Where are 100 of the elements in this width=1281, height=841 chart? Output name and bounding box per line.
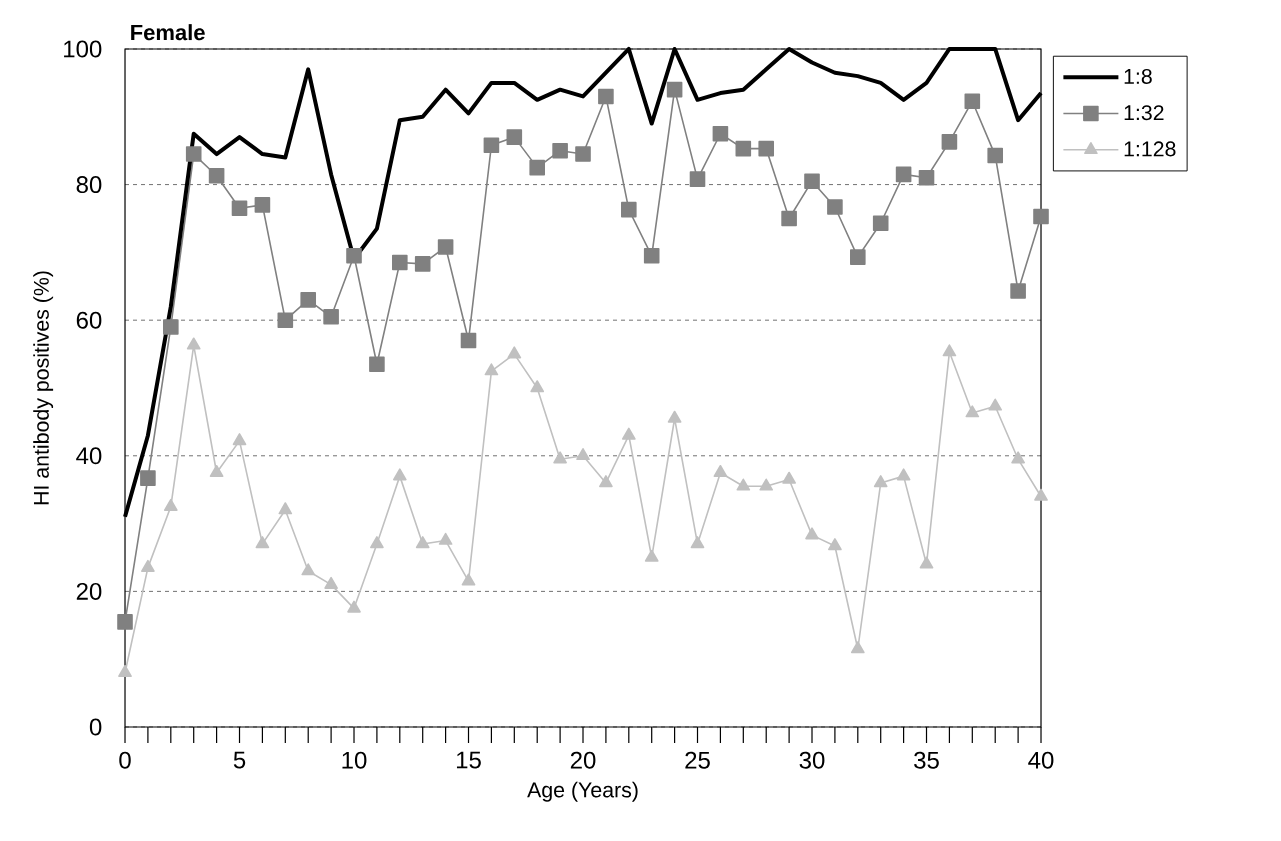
point bbox=[140, 470, 156, 486]
y-tick-label: 0 bbox=[89, 718, 102, 736]
point bbox=[163, 319, 179, 335]
y-tick-label: 20 bbox=[76, 582, 102, 600]
point bbox=[621, 201, 637, 218]
point bbox=[689, 171, 706, 187]
point bbox=[483, 137, 500, 154]
point bbox=[781, 210, 797, 227]
point bbox=[1010, 283, 1026, 299]
point bbox=[736, 478, 751, 491]
x-axis-title: Age (Years) bbox=[527, 781, 638, 802]
point bbox=[530, 380, 545, 393]
point bbox=[277, 312, 294, 328]
point bbox=[163, 498, 178, 511]
point bbox=[369, 356, 385, 373]
point bbox=[873, 475, 888, 488]
x-tick-label: 40 bbox=[1028, 751, 1054, 769]
point bbox=[805, 527, 819, 540]
point bbox=[758, 140, 775, 157]
x-tick-label: 15 bbox=[456, 751, 481, 769]
point bbox=[850, 641, 865, 654]
legend-label: 1:8 bbox=[1124, 68, 1152, 84]
point bbox=[872, 215, 889, 232]
point bbox=[987, 147, 1004, 164]
x-tick-label: 30 bbox=[799, 751, 825, 769]
point bbox=[666, 81, 683, 98]
point bbox=[643, 247, 660, 264]
point bbox=[918, 170, 935, 186]
point bbox=[324, 576, 338, 589]
point bbox=[644, 549, 659, 562]
x-tick-label: 25 bbox=[685, 751, 710, 769]
point bbox=[553, 451, 567, 464]
x-tick-label: 20 bbox=[570, 751, 596, 769]
point bbox=[1011, 451, 1025, 464]
point bbox=[827, 199, 843, 215]
point bbox=[552, 142, 568, 159]
point bbox=[323, 308, 339, 325]
point bbox=[278, 502, 293, 515]
point bbox=[804, 173, 820, 189]
y-tick-label: 40 bbox=[76, 447, 102, 465]
legend-label: 1:32 bbox=[1124, 105, 1164, 121]
point bbox=[895, 166, 912, 183]
point bbox=[575, 146, 591, 162]
point bbox=[712, 125, 729, 142]
x-tick-label: 10 bbox=[342, 751, 367, 769]
point bbox=[828, 538, 842, 551]
point bbox=[254, 197, 271, 213]
point bbox=[300, 292, 317, 308]
point bbox=[667, 410, 682, 423]
point bbox=[735, 140, 752, 157]
point bbox=[896, 468, 911, 481]
point bbox=[208, 167, 225, 184]
point bbox=[141, 559, 155, 572]
x-tick-label: 35 bbox=[914, 751, 939, 769]
point bbox=[941, 134, 958, 150]
point bbox=[437, 239, 454, 255]
point bbox=[347, 600, 361, 613]
point bbox=[185, 146, 202, 162]
point bbox=[186, 337, 201, 350]
point bbox=[506, 129, 523, 145]
point bbox=[438, 532, 453, 545]
point bbox=[231, 200, 248, 217]
point bbox=[507, 346, 522, 359]
point bbox=[301, 563, 316, 576]
point bbox=[255, 536, 270, 549]
point bbox=[621, 427, 636, 440]
y-tick-label: 60 bbox=[76, 311, 102, 329]
point bbox=[988, 398, 1003, 411]
point bbox=[598, 88, 614, 105]
point bbox=[690, 536, 705, 549]
point bbox=[209, 464, 224, 478]
point bbox=[346, 247, 362, 264]
point bbox=[392, 254, 408, 271]
point bbox=[529, 159, 546, 176]
point bbox=[759, 478, 774, 491]
point bbox=[965, 405, 980, 418]
point bbox=[484, 363, 499, 376]
x-tick-label: 5 bbox=[233, 751, 246, 769]
point bbox=[370, 536, 384, 549]
point bbox=[1034, 488, 1048, 501]
point bbox=[460, 332, 477, 349]
y-axis-title: HI antibody positives (%) bbox=[33, 271, 54, 505]
point bbox=[782, 471, 796, 484]
point bbox=[964, 93, 981, 109]
point bbox=[576, 447, 590, 461]
x-tick-label: 0 bbox=[119, 751, 131, 769]
point bbox=[1033, 208, 1049, 225]
point bbox=[599, 475, 613, 488]
point bbox=[850, 249, 866, 265]
y-tick-label: 80 bbox=[76, 176, 102, 194]
point bbox=[414, 256, 431, 272]
point bbox=[392, 468, 407, 481]
point bbox=[461, 573, 476, 586]
point bbox=[118, 664, 132, 678]
chart-title: Female bbox=[131, 24, 205, 41]
legend-label: 1:128 bbox=[1124, 141, 1176, 157]
y-tick-label: 100 bbox=[64, 40, 102, 58]
point bbox=[919, 556, 934, 569]
point bbox=[942, 344, 957, 357]
point bbox=[415, 536, 430, 549]
